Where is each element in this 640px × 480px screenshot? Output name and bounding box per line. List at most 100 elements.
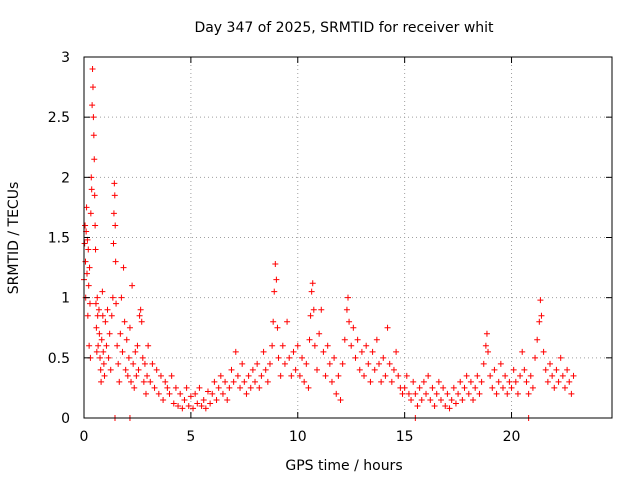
data-point [529,384,536,391]
data-point [183,384,190,391]
data-point [123,336,130,343]
data-point [204,388,211,395]
data-point [491,366,498,373]
data-point [187,393,194,400]
data-point [311,342,318,349]
data-point [90,132,97,139]
data-point [213,396,220,403]
data-point [168,372,175,379]
data-point [348,342,355,349]
data-point [209,390,216,397]
data-point [133,372,140,379]
data-point [299,354,306,361]
data-point [202,405,209,412]
data-point [192,390,199,397]
data-point [431,402,438,409]
data-point [519,348,526,355]
data-point [81,240,88,247]
data-point [95,342,102,349]
data-point [98,378,105,385]
data-point [269,342,276,349]
data-point [108,312,115,319]
data-point [162,378,169,385]
data-point [326,360,333,367]
data-point [93,348,100,355]
data-point [230,378,237,385]
data-point [341,336,348,343]
data-point [126,324,133,331]
data-point [288,372,295,379]
x-tick-labels: 0 5 10 15 20 [80,429,521,445]
data-point [228,366,235,373]
data-point [301,378,308,385]
data-point [101,372,108,379]
data-point [442,402,449,409]
data-point [418,396,425,403]
y-tick-label: 1 [61,291,70,307]
data-point [87,210,94,217]
x-tick-label: 0 [80,429,89,445]
data-point [94,294,101,301]
data-point [369,348,376,355]
data-point [91,156,98,163]
data-point [435,378,442,385]
data-point [175,402,182,409]
data-point [179,405,186,412]
data-point [207,400,214,407]
x-tick-label: 10 [289,429,307,445]
data-point [463,372,470,379]
data-point [92,222,99,229]
x-axis-title: GPS time / hours [285,458,402,474]
data-point [384,324,391,331]
data-point [200,396,207,403]
data-point [160,396,167,403]
data-point [142,390,149,397]
data-point [256,384,263,391]
data-point [247,384,254,391]
data-point [320,348,327,355]
data-point [98,336,105,343]
data-point [198,402,205,409]
data-point [114,342,121,349]
data-point [270,318,277,325]
data-point [149,360,156,367]
data-point [561,384,568,391]
data-point [303,360,310,367]
data-point [97,354,104,361]
data-point [243,390,250,397]
data-point [94,312,101,319]
data-point [151,384,158,391]
data-point [279,342,286,349]
data-point [109,294,116,301]
data-point [292,366,299,373]
data-point [284,318,291,325]
data-point [557,354,564,361]
data-point [532,354,539,361]
data-point [437,396,444,403]
data-point [117,330,124,337]
data-point [194,400,201,407]
data-point [542,366,549,373]
y-tick-label: 2 [61,170,70,186]
data-point [164,384,171,391]
data-point [382,372,389,379]
data-point [459,396,466,403]
data-point [523,378,530,385]
data-point [92,246,99,253]
data-point [104,306,111,313]
axis-ticks [83,56,612,419]
data-point [517,372,524,379]
data-point [352,354,359,361]
data-point [177,390,184,397]
data-point [112,258,119,265]
data-point [181,396,188,403]
data-point [116,378,123,385]
data-point [222,378,229,385]
data-point [350,324,357,331]
data-point [375,360,382,367]
data-point [262,366,269,373]
data-point [551,384,558,391]
y-tick-label: 3 [61,50,70,66]
data-point [135,366,142,373]
data-point [367,378,374,385]
